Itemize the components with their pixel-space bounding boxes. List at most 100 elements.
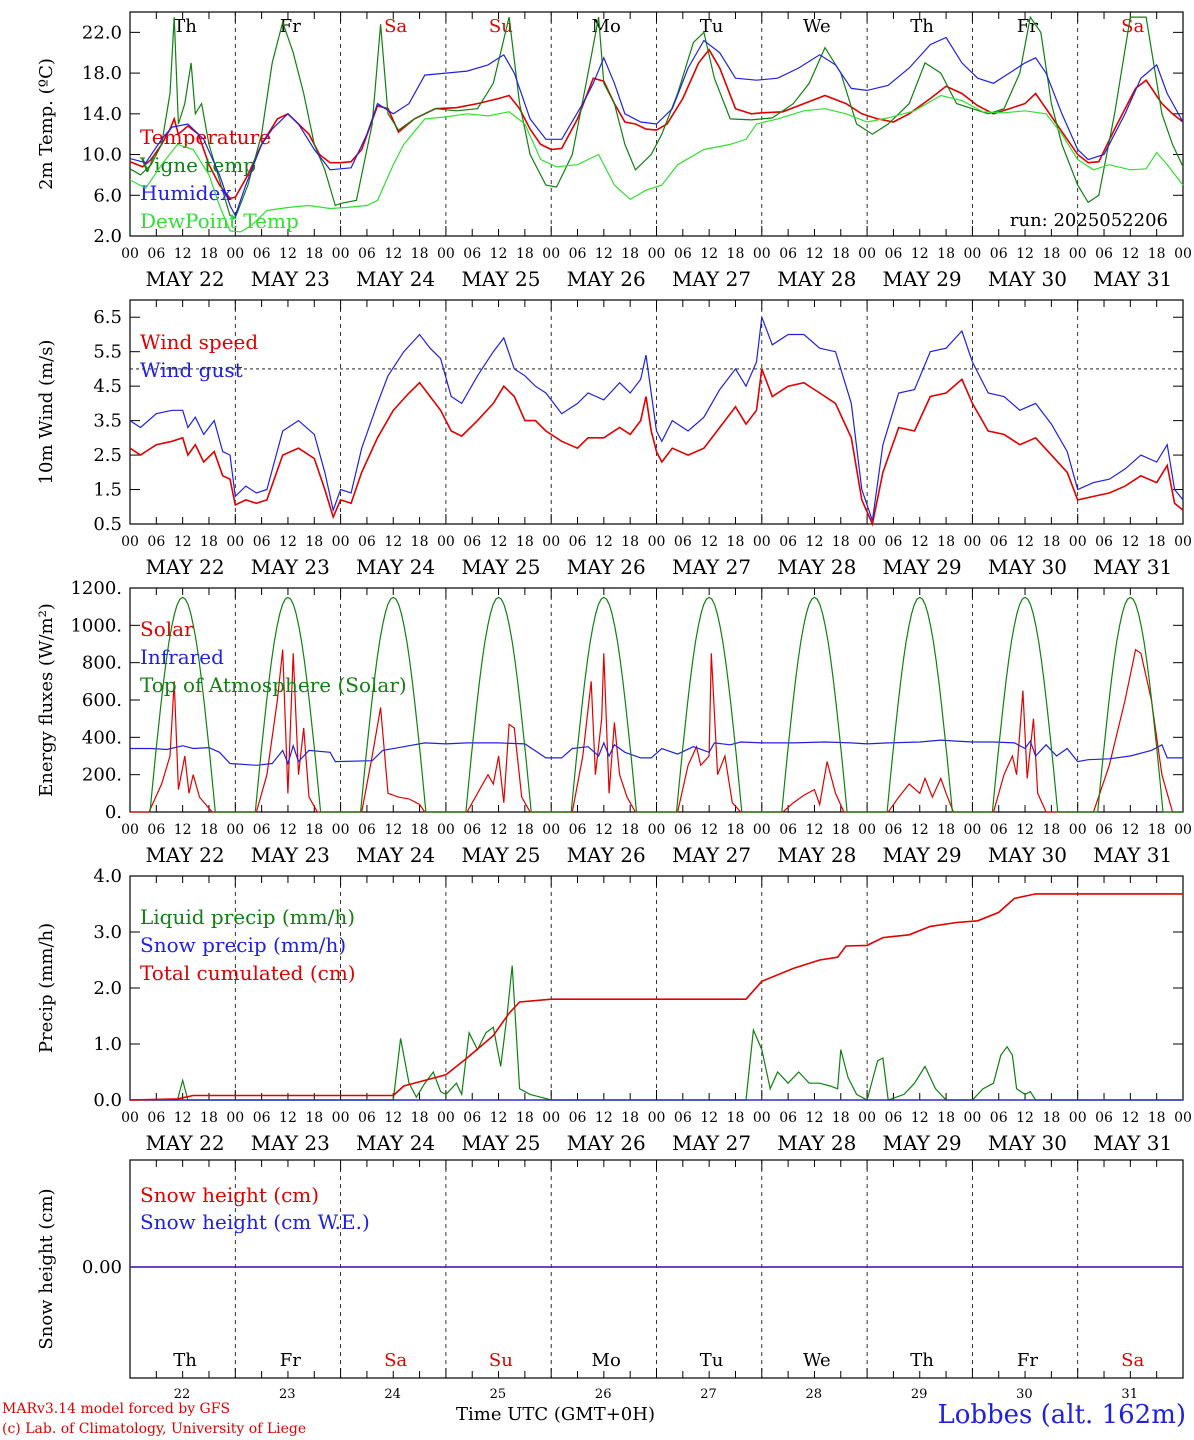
precip-hour-label: 12 (911, 1110, 929, 1126)
precip-series-total-cumulated-cm- (129, 893, 1183, 1101)
wind-hour-label: 12 (384, 534, 402, 550)
wind-hour-label: 00 (332, 534, 350, 550)
temp-date-label: MAY 23 (251, 267, 330, 291)
wind-series-wind-gust (129, 316, 1184, 521)
energy-hour-label: 00 (542, 822, 560, 838)
wind-date-label: MAY 27 (672, 555, 751, 579)
wind-series-wind-speed (129, 368, 1184, 527)
temp-hour-label: 12 (806, 246, 824, 262)
temp-hour-label: 06 (990, 246, 1008, 262)
temp-hour-label: 12 (384, 246, 402, 262)
precip-hour-label: 06 (463, 1110, 481, 1126)
temp-hour-label: 18 (832, 246, 850, 262)
energy-hour-label: 18 (516, 822, 534, 838)
precip-hour-label: 06 (990, 1110, 1008, 1126)
temp-hour-label: 06 (358, 246, 376, 262)
energy-hour-label: 18 (411, 822, 429, 838)
temp-hour-label: 18 (1042, 246, 1060, 262)
temp-hour-label: 00 (1069, 246, 1087, 262)
precip-legend-entry: Liquid precip (mm/h) (140, 905, 355, 929)
energy-hour-label: 18 (832, 822, 850, 838)
wind-date-label: MAY 23 (251, 555, 330, 579)
wind-hour-label: 06 (463, 534, 481, 550)
wind-hour-label: 12 (1016, 534, 1034, 550)
wind-hour-label: 06 (990, 534, 1008, 550)
wind-hour-label: 18 (516, 534, 534, 550)
energy-ytick-label: 800. (82, 653, 122, 674)
temp-weekday-label: Su (489, 16, 513, 37)
wind-date-label: MAY 28 (777, 555, 856, 579)
precip-hour-label: 12 (595, 1110, 613, 1126)
energy-date-label: MAY 28 (777, 843, 856, 867)
snow-weekday-label: Fr (1017, 1350, 1038, 1371)
wind-hour-label: 12 (700, 534, 718, 550)
precip-hour-label: 00 (1174, 1110, 1192, 1126)
temp-hour-label: 06 (779, 246, 797, 262)
temp-hour-label: 00 (437, 246, 455, 262)
precip-ytick-label: 1.0 (93, 1034, 122, 1055)
precip-date-label: MAY 24 (356, 1131, 435, 1155)
energy-date-label: MAY 30 (988, 843, 1067, 867)
snow-weekday-label: Sa (384, 1350, 407, 1371)
wind-hour-label: 12 (279, 534, 297, 550)
wind-hour-label: 00 (542, 534, 560, 550)
precip-hour-label: 12 (1016, 1110, 1034, 1126)
wind-ytick-label: 2.5 (93, 445, 122, 466)
energy-hour-label: 00 (858, 822, 876, 838)
precip-hour-label: 00 (1069, 1110, 1087, 1126)
energy-hour-label: 00 (121, 822, 139, 838)
temp-weekday-label: Tu (700, 16, 724, 37)
energy-hour-label: 06 (885, 822, 903, 838)
energy-hour-label: 00 (226, 822, 244, 838)
temp-weekday-label: We (803, 16, 831, 37)
precip-date-label: MAY 23 (251, 1131, 330, 1155)
energy-series-solar (130, 648, 1183, 813)
snow-weekday-label: We (803, 1350, 831, 1371)
precip-hour-label: 18 (305, 1110, 323, 1126)
snow-weekday-label: Su (489, 1350, 513, 1371)
energy-ytick-label: 600. (82, 690, 122, 711)
energy-ytick-label: 200. (82, 765, 122, 786)
wind-date-label: MAY 24 (356, 555, 435, 579)
temp-hour-label: 00 (753, 246, 771, 262)
wind-hour-label: 06 (674, 534, 692, 550)
credit-line-1: MARv3.14 model forced by GFS (2, 1401, 231, 1417)
wind-hour-label: 18 (621, 534, 639, 550)
temp-legend-entry: Humidex (140, 181, 232, 205)
wind-date-label: MAY 29 (883, 555, 962, 579)
snow-date-number: 24 (384, 1387, 401, 1402)
precip-ytick-label: 3.0 (93, 922, 122, 943)
snow-date-number: 28 (806, 1387, 823, 1402)
energy-hour-label: 18 (727, 822, 745, 838)
temp-hour-label: 00 (648, 246, 666, 262)
energy-hour-label: 00 (437, 822, 455, 838)
wind-hour-label: 12 (174, 534, 192, 550)
precip-hour-label: 00 (121, 1110, 139, 1126)
wind-legend-entry: Wind speed (140, 330, 258, 354)
snow-date-number: 27 (700, 1387, 717, 1402)
temp-hour-label: 18 (305, 246, 323, 262)
wind-ytick-label: 6.5 (93, 307, 122, 328)
temp-series-vigne-temp (129, 15, 1184, 219)
snow-ytick-label: 0.00 (82, 1257, 122, 1278)
temp-weekday-label: Sa (384, 16, 407, 37)
temp-hour-label: 06 (463, 246, 481, 262)
temp-ytick-label: 10.0 (82, 145, 122, 166)
energy-hour-label: 00 (648, 822, 666, 838)
precip-hour-label: 06 (779, 1110, 797, 1126)
wind-hour-label: 00 (963, 534, 981, 550)
wind-hour-label: 18 (305, 534, 323, 550)
precip-hour-label: 18 (1042, 1110, 1060, 1126)
wind-hour-label: 06 (779, 534, 797, 550)
temp-hour-label: 00 (542, 246, 560, 262)
temp-date-label: MAY 27 (672, 267, 751, 291)
wind-ytick-label: 0.5 (93, 514, 122, 535)
wind-hour-label: 00 (226, 534, 244, 550)
temp-date-label: MAY 29 (883, 267, 962, 291)
temp-legend-entry: DewPoint Temp (140, 209, 299, 233)
temp-hour-label: 06 (674, 246, 692, 262)
energy-hour-label: 12 (700, 822, 718, 838)
temp-hour-label: 06 (569, 246, 587, 262)
wind-hour-label: 00 (858, 534, 876, 550)
wind-ytick-label: 5.5 (93, 342, 122, 363)
